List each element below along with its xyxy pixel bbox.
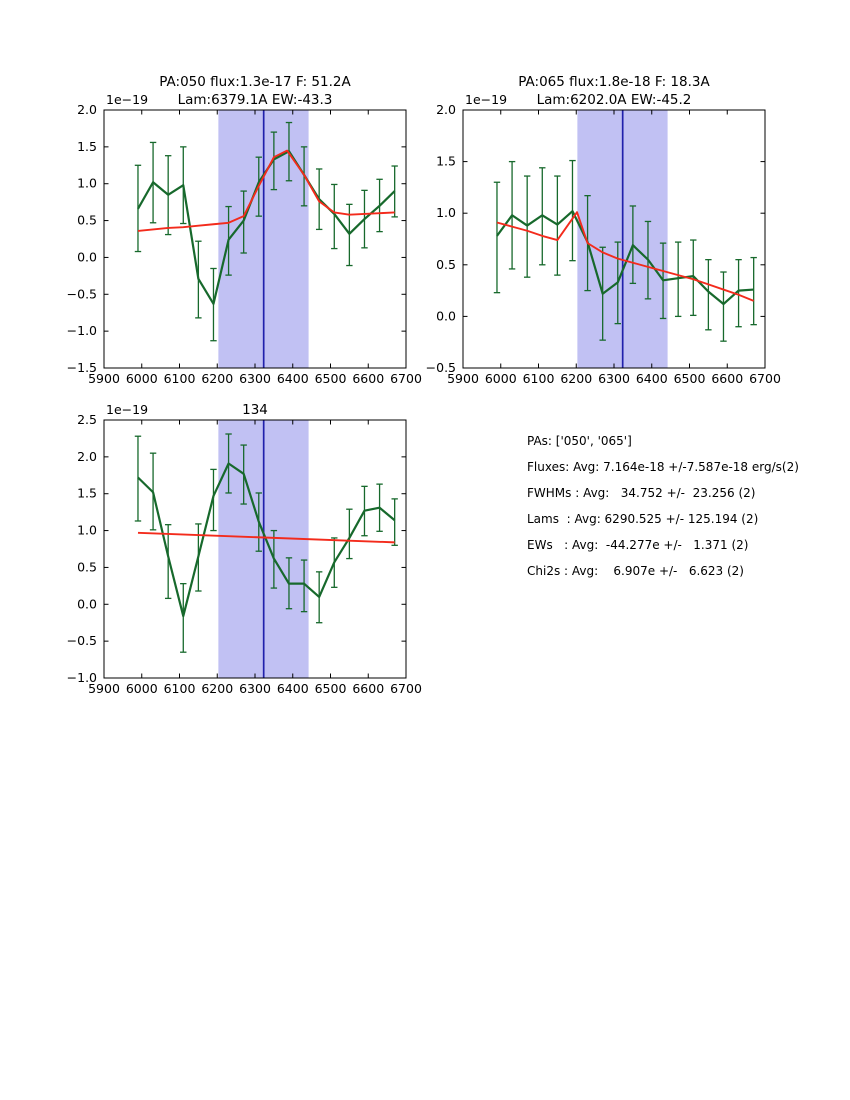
subplot-134: 5900 6000 6100 6200 6300 6400 6500 6600 6700 2.5 2… — [67, 402, 422, 696]
axis-ticks — [103, 419, 407, 679]
y-tick-label: 2.0 — [77, 102, 97, 117]
y-tick-label: 1.5 — [436, 154, 456, 169]
axis-ticks — [103, 109, 407, 369]
x-tick-label: 6100 — [523, 371, 555, 386]
y-tick-label: 0.0 — [436, 308, 456, 323]
axis-ticks — [462, 109, 766, 369]
plot-title: Lam:6379.1A EW:-43.3 — [178, 92, 333, 108]
fit-line — [137, 149, 395, 232]
y-tick-label: 1.5 — [77, 139, 97, 154]
summary-line-ews: EWs : Avg: -44.277e +/- 1.371 (2) — [527, 538, 749, 552]
x-tick-label: 6300 — [239, 681, 271, 696]
subplot-pa065: 5900 6000 6100 6200 6300 6400 6500 6600 6700 2.0 1… — [426, 74, 781, 386]
y-tick-label: 1.0 — [77, 176, 97, 191]
summary-panel: PAs: ['050', '065'] Fluxes: Avg: 7.164e-… — [527, 428, 799, 584]
y-tick-label: −1.0 — [67, 323, 97, 338]
plot-title: PA:065 flux:1.8e-18 F: 18.3A — [518, 74, 710, 90]
x-tick-label: 6000 — [126, 371, 158, 386]
plot-title: 134 — [242, 402, 268, 418]
x-tick-label: 6100 — [164, 681, 196, 696]
x-tick-label: 6200 — [201, 681, 233, 696]
y-tick-label: −1.5 — [67, 360, 97, 375]
x-tick-label: 5900 — [447, 371, 479, 386]
tick-labels: 5900 6000 6100 6200 6300 6400 6500 6600 6700 2.5 2… — [67, 412, 422, 696]
x-tick-label: 6000 — [126, 681, 158, 696]
tick-labels: 5900 6000 6100 6200 6300 6400 6500 6600 6700 2.0 1… — [426, 102, 781, 386]
y-tick-label: 2.0 — [436, 102, 456, 117]
x-tick-label: 6700 — [390, 681, 422, 696]
x-tick-label: 6500 — [674, 371, 706, 386]
summary-line-chi2s: Chi2s : Avg: 6.907e +/- 6.623 (2) — [527, 564, 744, 578]
summary-line-fwhms: FWHMs : Avg: 34.752 +/- 23.256 (2) — [527, 486, 756, 500]
y-tick-label: 0.5 — [436, 257, 456, 272]
x-tick-label: 6200 — [560, 371, 592, 386]
x-tick-label: 6600 — [352, 681, 384, 696]
y-tick-label: 1.0 — [436, 205, 456, 220]
x-tick-label: 6400 — [636, 371, 668, 386]
x-tick-label: 5900 — [88, 371, 120, 386]
y-tick-label: 2.5 — [77, 412, 97, 427]
spectrum-line — [137, 462, 396, 618]
summary-line-fluxes: Fluxes: Avg: 7.164e-18 +/-7.587e-18 erg/… — [527, 460, 799, 474]
x-tick-label: 6000 — [485, 371, 517, 386]
x-tick-label: 6500 — [315, 681, 347, 696]
x-tick-label: 6400 — [277, 681, 309, 696]
x-tick-label: 6400 — [277, 371, 309, 386]
x-tick-label: 6100 — [164, 371, 196, 386]
y-tick-label: 0.0 — [77, 249, 97, 264]
x-tick-label: 6600 — [711, 371, 743, 386]
y-tick-label: 0.5 — [77, 213, 97, 228]
plot-title: PA:050 flux:1.3e-17 F: 51.2A — [159, 74, 351, 90]
x-tick-label: 6200 — [201, 371, 233, 386]
subplot-pa050: 5900 6000 6100 6200 6300 6400 6500 6600 6700 2.0 1… — [67, 74, 422, 386]
spectrum-line — [496, 210, 754, 306]
y-tick-label: −0.5 — [67, 286, 97, 301]
x-tick-label: 6300 — [239, 371, 271, 386]
y-tick-label: −0.5 — [67, 633, 97, 648]
y-tick-label: 1.0 — [77, 523, 97, 538]
y-scale-offset-label: 1e−19 — [106, 92, 148, 107]
summary-line-pas: PAs: ['050', '065'] — [527, 434, 632, 448]
plot-title: Lam:6202.0A EW:-45.2 — [537, 92, 692, 108]
fit-line — [496, 211, 755, 302]
y-tick-label: 1.5 — [77, 486, 97, 501]
y-tick-label: −1.0 — [67, 670, 97, 685]
x-tick-label: 6700 — [390, 371, 422, 386]
summary-line-lams: Lams : Avg: 6290.525 +/- 125.194 (2) — [527, 512, 759, 526]
y-tick-label: 0.5 — [77, 559, 97, 574]
y-tick-label: 0.0 — [77, 596, 97, 611]
x-tick-label: 6300 — [598, 371, 630, 386]
x-tick-label: 6700 — [749, 371, 781, 386]
x-tick-label: 5900 — [88, 681, 120, 696]
y-tick-label: 2.0 — [77, 449, 97, 464]
fit-line — [137, 531, 395, 544]
y-tick-label: −0.5 — [426, 360, 456, 375]
x-tick-label: 6500 — [315, 371, 347, 386]
tick-labels: 5900 6000 6100 6200 6300 6400 6500 6600 6700 2.0 1… — [67, 102, 422, 386]
y-scale-offset-label: 1e−19 — [106, 402, 148, 417]
y-scale-offset-label: 1e−19 — [465, 92, 507, 107]
x-tick-label: 6600 — [352, 371, 384, 386]
